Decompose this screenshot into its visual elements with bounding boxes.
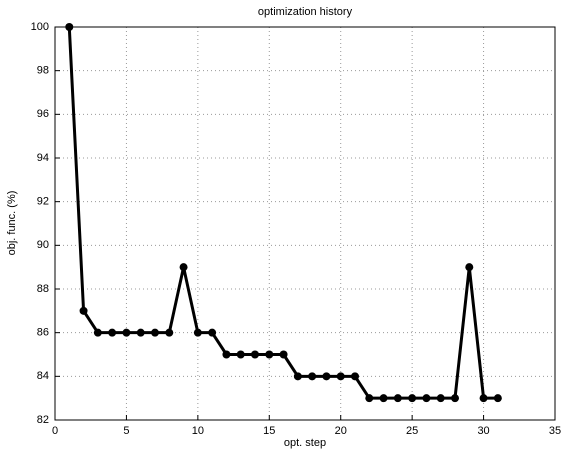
series-line xyxy=(67,26,498,400)
point xyxy=(236,350,245,359)
point xyxy=(365,394,374,403)
y-tick-label: 86 xyxy=(37,327,49,339)
y-tick-label: 82 xyxy=(37,414,49,426)
x-tick-label: 15 xyxy=(263,425,275,437)
x-tick-label: 0 xyxy=(52,425,58,437)
y-tick-label: 90 xyxy=(37,239,49,251)
point xyxy=(379,394,388,403)
point xyxy=(436,394,445,403)
y-tick-label: 96 xyxy=(37,108,49,120)
point xyxy=(65,23,74,31)
point xyxy=(222,350,231,359)
point xyxy=(279,350,288,359)
point xyxy=(151,328,159,337)
point xyxy=(422,394,431,403)
y-tick-label: 100 xyxy=(31,21,49,33)
y-tick-label: 84 xyxy=(37,370,49,382)
point xyxy=(493,394,502,403)
point xyxy=(408,394,417,403)
point xyxy=(336,372,345,381)
x-tick-label: 20 xyxy=(335,425,347,437)
chart-title: optimization history xyxy=(258,6,353,18)
point xyxy=(265,350,274,359)
point xyxy=(179,263,188,272)
y-tick-label: 88 xyxy=(37,283,49,295)
point xyxy=(308,372,317,381)
point xyxy=(465,263,474,272)
y-tick-label: 92 xyxy=(37,196,49,208)
point xyxy=(136,328,145,337)
y-axis-label: obj. func. (%) xyxy=(6,191,18,256)
point xyxy=(93,328,102,337)
point xyxy=(479,394,488,403)
point xyxy=(451,394,459,403)
x-tick-label: 30 xyxy=(477,425,489,437)
point xyxy=(122,328,131,337)
point xyxy=(193,328,202,337)
point xyxy=(108,328,117,337)
x-tick-label: 5 xyxy=(123,425,129,437)
x-axis-label: opt. step xyxy=(284,437,326,449)
x-tick-label: 10 xyxy=(192,425,204,437)
point xyxy=(351,372,359,381)
y-tick-label: 98 xyxy=(37,65,49,77)
point xyxy=(208,328,217,337)
point xyxy=(393,394,402,403)
point xyxy=(165,328,174,337)
x-tick-label: 25 xyxy=(406,425,418,437)
point xyxy=(293,372,302,381)
x-tick-label: 35 xyxy=(549,425,561,437)
point xyxy=(322,372,331,381)
y-tick-label: 94 xyxy=(37,152,49,164)
point xyxy=(79,306,88,315)
plot-frame xyxy=(54,26,556,421)
point xyxy=(251,350,259,359)
